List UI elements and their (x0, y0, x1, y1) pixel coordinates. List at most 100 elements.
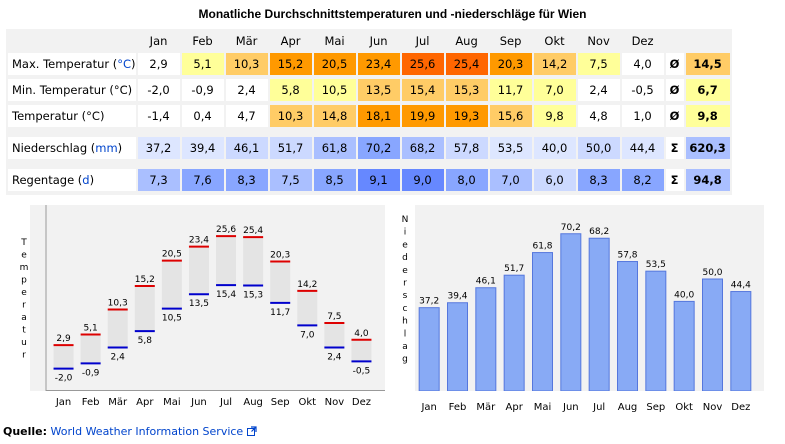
month-header: Aug (455, 34, 478, 48)
table-cell: 10,3 (225, 53, 268, 75)
x-tick-label: Okt (298, 397, 316, 408)
y-axis-label-letter: e (402, 266, 408, 276)
table-cell: -0,9 (181, 79, 224, 101)
y-axis-label-letter: p (21, 276, 27, 286)
table-row-max: Max. Temperatur (°C) 2,9 5,1 10,3 15,2 20,5 23… (8, 53, 730, 75)
month-header: Nov (587, 34, 610, 48)
precip-bar (418, 307, 440, 392)
table-cell: 10,5 (313, 79, 356, 101)
table-row-avg: Temperatur (°C) -1,4 0,4 4,7 10,3 14,8 18,1 19,… (8, 105, 730, 127)
x-tick-label: Dez (731, 402, 750, 413)
unit-link[interactable]: mm (95, 141, 118, 155)
month-header: Apr (280, 34, 301, 48)
x-tick-label: Feb (82, 397, 100, 408)
table-cell: 7,5 (577, 53, 620, 75)
x-tick-label: Apr (506, 402, 524, 413)
month-header: Feb (192, 34, 213, 48)
min-temp-label: -0,9 (82, 368, 100, 378)
x-tick-label: Okt (675, 402, 693, 413)
x-tick-label: Jul (592, 402, 605, 413)
table-cell: 13,5 (357, 79, 400, 101)
table-cell: 46,1 (225, 137, 268, 159)
min-temp-label: 10,5 (162, 314, 182, 324)
min-temp-label: 2,4 (111, 352, 126, 362)
y-axis-label-letter: t (22, 326, 26, 336)
max-temp-label: 20,3 (270, 251, 290, 261)
temp-range-bar (297, 290, 318, 326)
month-header: Okt (544, 34, 565, 48)
table-cell: 15,4 (401, 79, 444, 101)
table-cell: 7,0 (489, 169, 532, 191)
y-axis-label-letter: e (21, 288, 27, 298)
temp-range-bar (188, 246, 209, 295)
table-cell: 14,8 (313, 105, 356, 127)
max-temp-label: 25,4 (243, 226, 263, 236)
source-link[interactable]: World Weather Information Service (50, 425, 244, 438)
total-header (686, 33, 730, 49)
min-temp-label: 11,7 (270, 308, 290, 318)
precip-bar (588, 237, 610, 392)
precip-bar (447, 302, 468, 392)
aggregate-value: 9,8 (685, 105, 730, 127)
table-cell: 40,0 (533, 137, 576, 159)
precip-value-label: 37,2 (419, 297, 439, 307)
table-cell: 70,2 (357, 137, 400, 159)
precip-bar (702, 278, 723, 392)
precip-value-label: 51,7 (504, 264, 524, 274)
table-cell: 39,4 (181, 137, 224, 159)
max-temp-label: 25,6 (216, 225, 236, 235)
aggregate-symbol: Ø (665, 53, 684, 75)
y-axis-label-letter: g (402, 355, 408, 365)
row-spacer (8, 163, 730, 165)
table-cell: 15,6 (489, 105, 532, 127)
table-cell: 57,8 (445, 137, 488, 159)
precip-value-label: 39,4 (447, 292, 467, 302)
precip-bar (475, 287, 497, 392)
y-axis-label-letter: r (403, 279, 407, 289)
precip-value-label: 46,1 (476, 277, 496, 287)
temp-range-bar (324, 323, 345, 348)
table-cell: 9,1 (357, 169, 400, 191)
aggregate-symbol: Ø (665, 79, 684, 101)
max-temp-label: 10,3 (108, 299, 128, 309)
y-axis-label-letter: T (20, 238, 27, 248)
table-cell: 2,4 (225, 79, 268, 101)
max-temp-label: 14,2 (297, 280, 317, 290)
min-temp-label: -2,0 (55, 374, 73, 384)
precip-bar (503, 274, 525, 392)
temp-range-bar (216, 236, 237, 286)
y-axis-label-letter: l (404, 329, 407, 339)
x-tick-label: Jul (219, 397, 232, 408)
aggregate-value: 94,8 (685, 169, 730, 191)
unit-link[interactable]: °C (117, 57, 132, 71)
y-axis-label-letter: e (21, 251, 27, 261)
x-tick-label: Nov (325, 397, 345, 408)
precip-value-label: 53,5 (646, 260, 666, 270)
table-cell: 15,2 (269, 53, 312, 75)
table-cell: 7,3 (137, 169, 180, 191)
max-temp-label: 5,1 (83, 324, 97, 334)
table-cell: 10,3 (269, 105, 312, 127)
temp-range-bar (134, 286, 155, 332)
table-cell: 4,7 (225, 105, 268, 127)
external-link-icon[interactable] (246, 426, 257, 436)
precip-bar (560, 233, 582, 392)
source-line: Quelle: World Weather Information Servic… (3, 425, 257, 438)
table-cell: 4,8 (577, 105, 620, 127)
table-cell: 7,0 (533, 79, 576, 101)
temperature-chart: 2,9 -2,0 5,1 -0,9 10,3 2,4 15,2 5,8 20,5 10,5 23,4… (45, 205, 385, 391)
unit-link[interactable]: d (82, 173, 90, 187)
table-cell: 4,0 (621, 53, 664, 75)
precip-value-label: 40,0 (674, 290, 694, 300)
table-cell: -1,4 (137, 105, 180, 127)
x-tick-label: Jun (190, 397, 207, 408)
x-tick-label: Mär (476, 402, 496, 413)
max-temp-label: 15,2 (135, 275, 155, 285)
table-cell: 8,0 (445, 169, 488, 191)
aggregate-value: 620,3 (685, 137, 730, 159)
table-cell: 2,4 (577, 79, 620, 101)
x-tick-label: Mär (108, 397, 128, 408)
temp-range-bar (161, 260, 182, 309)
table-cell: 61,8 (313, 137, 356, 159)
table-cell: 6,0 (533, 169, 576, 191)
